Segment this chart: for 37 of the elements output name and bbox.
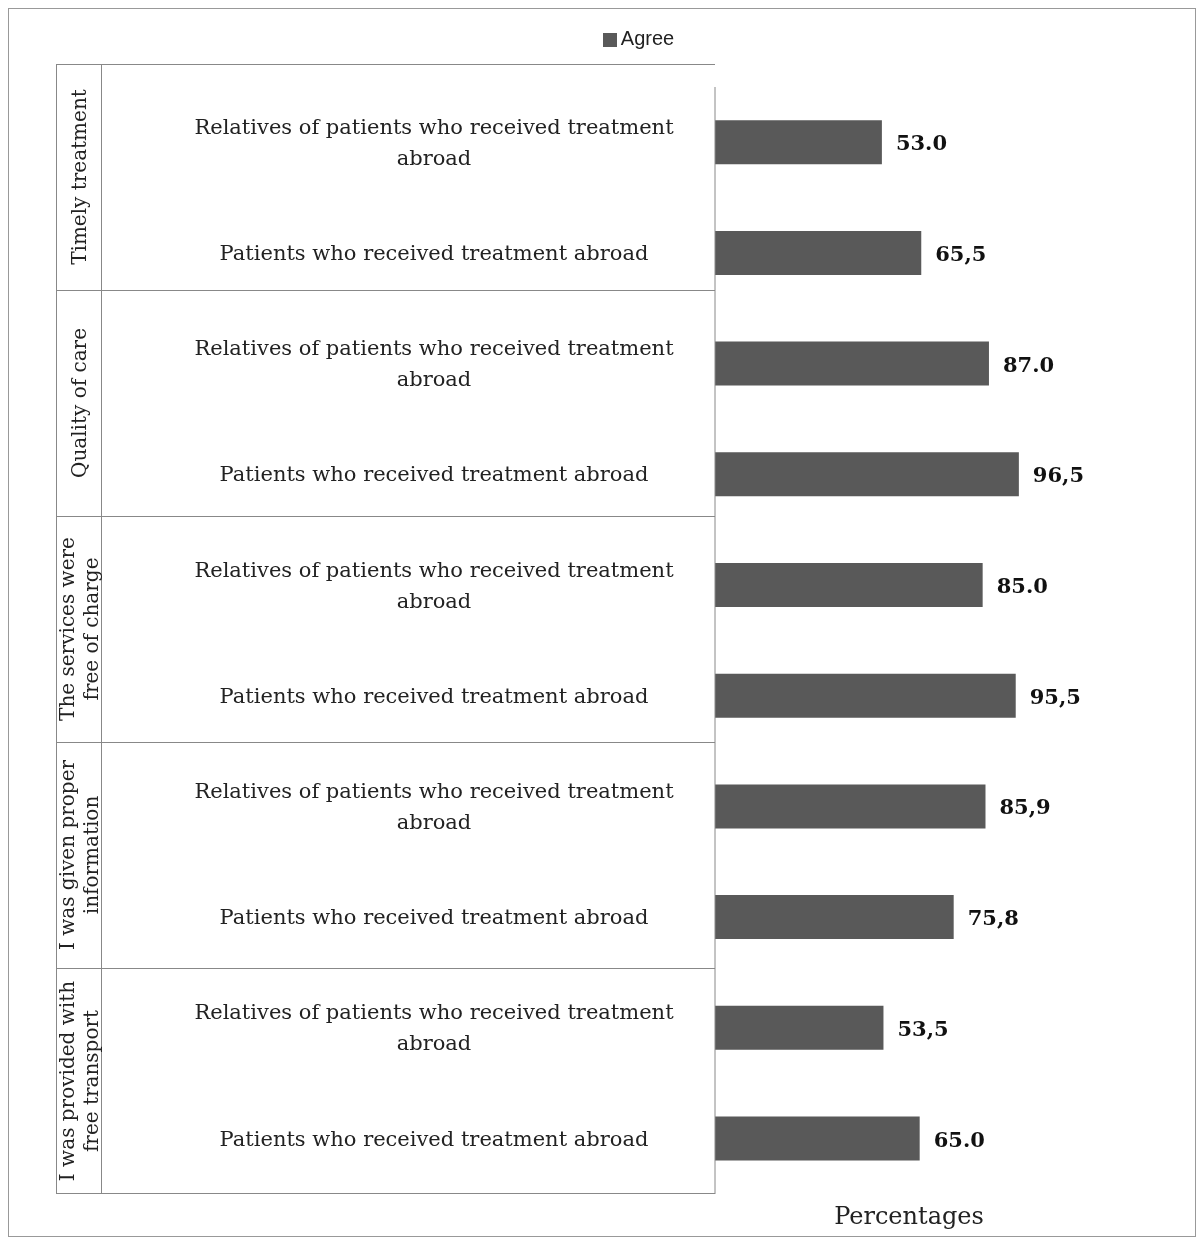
y-tick-label: Relatives of patients who received treatment abroad	[194, 779, 675, 835]
data-label: 75,8	[967, 905, 1019, 931]
y-tick-label: Relatives of patients who received treatment abroad	[194, 114, 675, 170]
bar	[715, 895, 954, 940]
bar	[715, 1116, 920, 1161]
data-label: 53.0	[895, 130, 948, 156]
data-label: 87.0	[1002, 351, 1055, 377]
data-label: 85.0	[996, 573, 1048, 599]
text: I was provided with free transport	[53, 979, 104, 1184]
data-label: 65.0	[933, 1126, 985, 1152]
legend-label: Agree	[620, 27, 675, 49]
text: The services were free of charge	[53, 536, 104, 723]
data-label: 96,5	[1032, 462, 1085, 488]
data-label: 95,5	[1029, 683, 1081, 709]
text: Quality of care	[65, 327, 92, 480]
bar	[715, 1005, 884, 1050]
x-axis-title: Percentages	[833, 1202, 985, 1230]
bar	[715, 120, 882, 165]
text: Timely treatment	[65, 88, 92, 267]
bar	[715, 341, 989, 386]
y-tick-label: Patients who received treatment abroad	[219, 905, 649, 930]
data-label: 85,9	[999, 794, 1051, 820]
bar	[715, 563, 983, 608]
y-tick-label: Relatives of patients who received treatment abroad	[194, 1000, 675, 1056]
y-tick-label: Relatives of patients who received treatment abroad	[194, 557, 675, 613]
y-tick-label: Patients who received treatment abroad	[219, 462, 649, 487]
text: I was given proper information	[53, 758, 104, 953]
data-label: 65,5	[935, 240, 987, 266]
y-tick-label: Relatives of patients who received treatment abroad	[194, 336, 675, 392]
y-tick-label: Patients who received treatment abroad	[219, 683, 649, 708]
bar	[715, 784, 986, 829]
bar	[715, 230, 922, 275]
data-label: 53,5	[897, 1015, 949, 1041]
y-tick-label: Patients who received treatment abroad	[219, 1126, 649, 1151]
bar	[715, 673, 1016, 718]
y-tick-label: Patients who received treatment abroad	[219, 241, 649, 266]
bar	[715, 452, 1019, 497]
